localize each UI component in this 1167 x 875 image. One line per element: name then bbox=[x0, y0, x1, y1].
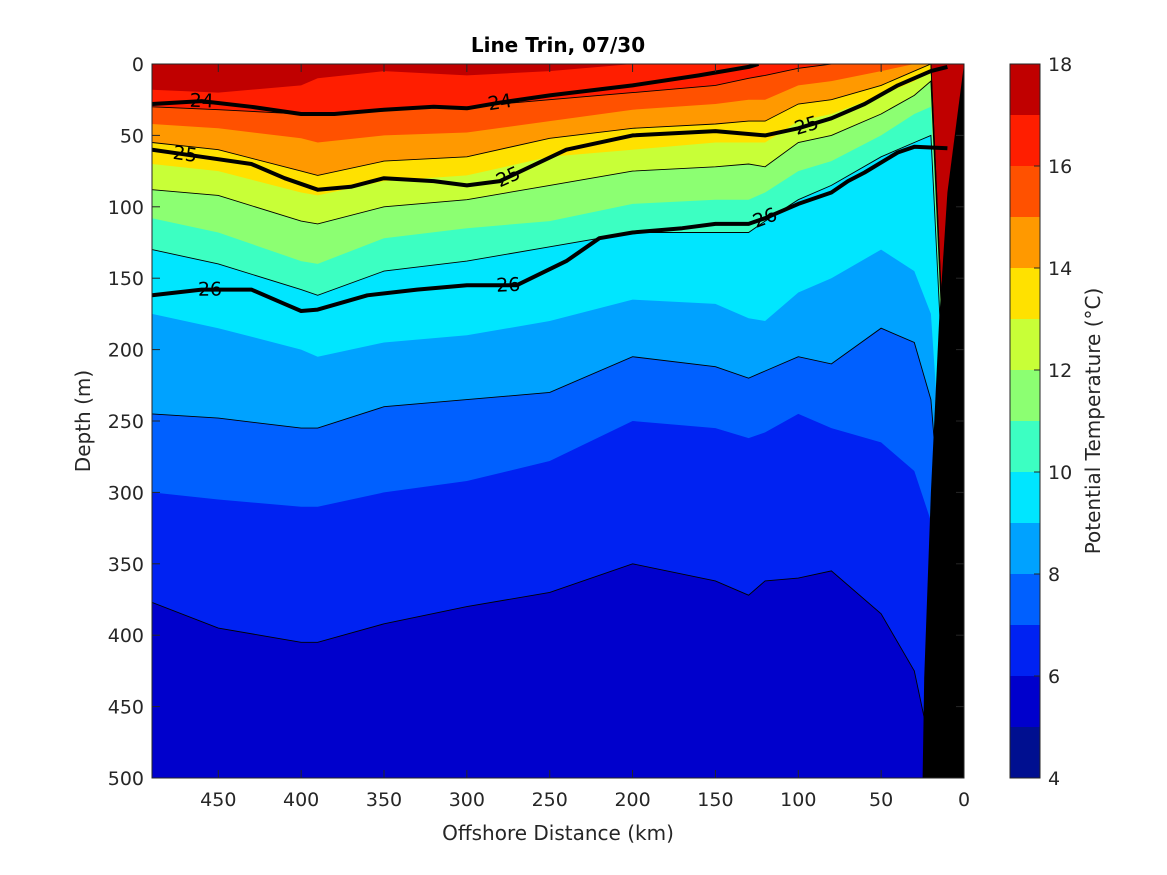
colorbar-tick-label: 4 bbox=[1048, 768, 1060, 790]
colorbar-swatch-7 bbox=[1010, 574, 1040, 625]
density-contour-label-text: 26 bbox=[198, 278, 222, 300]
colorbar-swatch-13 bbox=[1010, 268, 1040, 319]
colorbar-swatch-14 bbox=[1010, 217, 1040, 268]
density-contour-label-26: 26 bbox=[496, 274, 521, 297]
density-contour-label-26: 26 bbox=[198, 278, 222, 300]
temperature-bands bbox=[152, 64, 964, 778]
density-contour-label-text: 24 bbox=[486, 90, 513, 116]
y-axis-label: Depth (m) bbox=[71, 370, 95, 472]
colorbar-tick-label: 12 bbox=[1048, 360, 1072, 382]
colorbar-tick-label: 16 bbox=[1048, 156, 1072, 178]
x-tick-label: 50 bbox=[869, 789, 893, 811]
colorbar-swatch-6 bbox=[1010, 625, 1040, 676]
isotherm-line-14 bbox=[152, 64, 964, 778]
colorbar-swatch-8 bbox=[1010, 523, 1040, 574]
colorbar: 4 6 8 10 12 14 16 18 bbox=[1009, 54, 1072, 790]
colorbar-tick-label: 6 bbox=[1048, 666, 1060, 688]
x-tick-label: 200 bbox=[614, 789, 650, 811]
y-tick-label: 250 bbox=[108, 411, 144, 433]
density-contour-label-25: 25 bbox=[172, 142, 199, 167]
isotherm-lines bbox=[152, 64, 964, 778]
x-tick-label: 100 bbox=[780, 789, 816, 811]
y-axis: 0 50 100 150 200 250 300 350 400 450 500 bbox=[108, 54, 964, 790]
density-contours bbox=[152, 64, 948, 313]
y-tick-label: 0 bbox=[132, 54, 144, 76]
chart-title: Line Trin, 07/30 bbox=[471, 33, 645, 57]
y-tick-label: 400 bbox=[108, 625, 144, 647]
colorbar-label: Potential Temperature (°C) bbox=[1081, 288, 1105, 555]
y-tick-label: 50 bbox=[120, 125, 144, 147]
colorbar-swatch-15 bbox=[1010, 166, 1040, 217]
density-contour-label-24: 24 bbox=[486, 90, 513, 116]
colorbar-swatch-4 bbox=[1010, 727, 1040, 778]
x-axis: 450 400 350 300 250 200 150 100 50 0 bbox=[200, 64, 970, 811]
y-tick-label: 200 bbox=[108, 340, 144, 362]
colorbar-swatch-5 bbox=[1010, 676, 1040, 727]
colorbar-swatch-12 bbox=[1010, 319, 1040, 370]
x-tick-label: 150 bbox=[697, 789, 733, 811]
density-contour-label-text: 25 bbox=[172, 142, 199, 167]
density-contour-label-text: 26 bbox=[496, 274, 521, 297]
y-tick-label: 350 bbox=[108, 554, 144, 576]
density-contour-25 bbox=[152, 64, 948, 192]
colorbar-swatch-17 bbox=[1010, 64, 1040, 115]
colorbar-tick-label: 18 bbox=[1048, 54, 1072, 76]
x-tick-label: 400 bbox=[283, 789, 319, 811]
plot-area bbox=[152, 64, 964, 778]
y-tick-label: 300 bbox=[108, 482, 144, 504]
isotherm-line-10 bbox=[152, 134, 964, 778]
temperature-band-14 bbox=[152, 64, 964, 778]
x-tick-label: 450 bbox=[200, 789, 236, 811]
y-tick-label: 100 bbox=[108, 197, 144, 219]
colorbar-swatch-16 bbox=[1010, 115, 1040, 166]
x-axis-label: Offshore Distance (km) bbox=[442, 821, 674, 845]
y-tick-label: 450 bbox=[108, 697, 144, 719]
x-tick-label: 250 bbox=[532, 789, 568, 811]
colorbar-frame bbox=[1009, 63, 1041, 779]
colorbar-swatch-9 bbox=[1010, 472, 1040, 523]
colorbar-tick-label: 10 bbox=[1048, 462, 1072, 484]
y-tick-label: 500 bbox=[108, 768, 144, 790]
colorbar-tick-label: 8 bbox=[1048, 564, 1060, 586]
colorbar-tick-label: 14 bbox=[1048, 258, 1072, 280]
colorbar-swatch-10 bbox=[1010, 421, 1040, 472]
x-tick-label: 0 bbox=[958, 789, 970, 811]
isotherm-line-8 bbox=[152, 327, 963, 778]
temperature-band-11 bbox=[152, 64, 964, 778]
x-tick-label: 300 bbox=[449, 789, 485, 811]
density-contour-label-text: 24 bbox=[189, 90, 214, 113]
seafloor bbox=[922, 64, 964, 778]
y-tick-label: 150 bbox=[108, 268, 144, 290]
isotherm-line-6 bbox=[152, 563, 948, 778]
density-contour-24 bbox=[152, 64, 760, 116]
colorbar-swatch-11 bbox=[1010, 370, 1040, 421]
density-contour-label-24: 24 bbox=[189, 90, 214, 113]
x-tick-label: 350 bbox=[366, 789, 402, 811]
density-contour-26 bbox=[152, 144, 948, 313]
isotherm-line-12 bbox=[152, 80, 964, 778]
